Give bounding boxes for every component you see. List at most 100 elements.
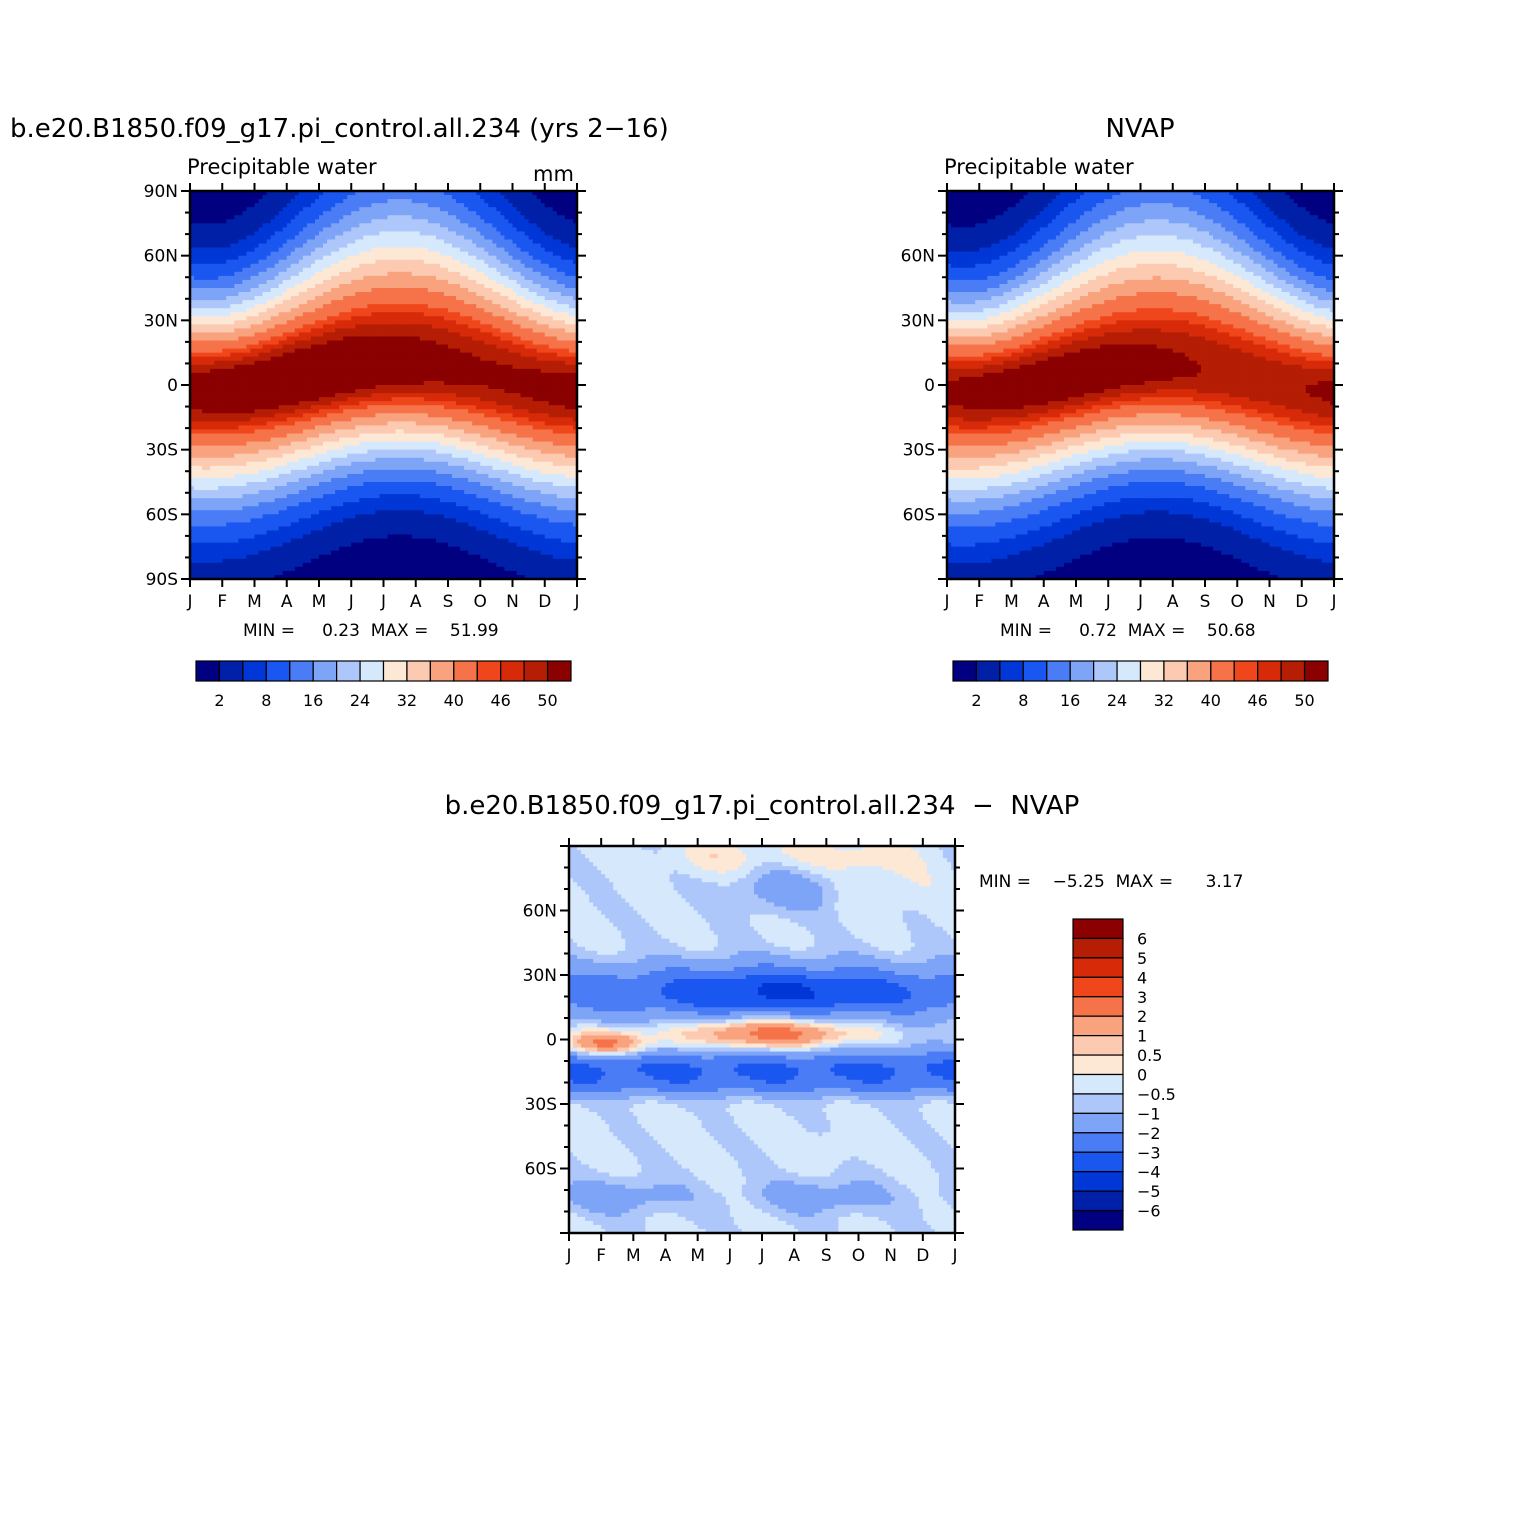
field-cell [541,337,546,342]
field-cell [384,337,389,342]
field-cell [521,300,526,305]
field-cell [363,312,368,317]
field-cell [452,324,457,329]
field-cell [238,300,243,305]
field-cell [424,276,429,281]
field-cell [299,337,304,342]
field-cell [513,365,518,370]
field-cell [456,211,461,216]
field-cell [513,300,518,305]
field-cell [307,296,312,301]
field-cell [404,248,409,253]
field-cell [472,252,477,257]
field-cell [202,219,207,224]
field-cell [246,227,251,232]
field-cell [230,248,235,253]
field-cell [517,332,522,337]
field-cell [299,276,304,281]
field-cell [452,288,457,293]
field-cell [303,284,308,289]
field-cell [452,264,457,269]
field-cell [557,304,562,309]
field-cell [246,199,251,204]
field-cell [295,316,300,321]
field-cell [521,195,526,200]
field-cell [315,361,320,366]
field-cell [565,207,570,212]
field-cell [561,332,566,337]
field-cell [533,341,538,346]
field-cell [541,195,546,200]
field-cell [504,203,509,208]
field-cell [549,219,554,224]
field-cell [202,215,207,220]
field-cell [488,292,493,297]
field-cell [315,296,320,301]
field-cell [529,288,534,293]
field-cell [517,353,522,358]
field-cell [331,256,336,261]
field-cell [238,328,243,333]
field-cell [484,195,489,200]
field-cell [194,195,199,200]
field-cell [263,203,268,208]
field-cell [307,256,312,261]
field-cell [384,312,389,317]
field-cell [299,361,304,366]
field-cell [508,235,513,240]
field-cell [508,199,513,204]
field-cell [537,365,542,370]
field-cell [299,268,304,273]
field-cell [371,288,376,293]
field-cell [549,203,554,208]
field-cell [508,324,513,329]
field-cell [521,256,526,261]
field-cell [246,357,251,362]
field-cell [464,231,469,236]
field-cell [299,369,304,374]
field-cell [343,369,348,374]
field-cell [327,227,332,232]
field-cell [541,328,546,333]
field-cell [504,264,509,269]
field-cell [545,203,550,208]
field-cell [448,256,453,261]
field-cell [436,365,441,370]
field-cell [472,280,477,285]
field-cell [408,312,413,317]
field-cell [521,328,526,333]
field-cell [355,288,360,293]
field-cell [517,361,522,366]
field-cell [537,312,542,317]
field-cell [448,215,453,220]
field-cell [468,215,473,220]
field-cell [363,203,368,208]
field-cell [291,341,296,346]
field-cell [275,248,280,253]
field-cell [246,304,251,309]
field-cell [367,215,372,220]
field-cell [500,231,505,236]
field-cell [202,296,207,301]
field-cell [347,288,352,293]
field-cell [375,357,380,362]
field-cell [500,332,505,337]
field-cell [198,292,203,297]
field-cell [508,361,513,366]
field-cell [287,215,292,220]
field-cell [214,328,219,333]
field-cell [424,215,429,220]
field-cell [375,272,380,277]
field-cell [569,288,574,293]
field-cell [279,231,284,236]
field-cell [299,227,304,232]
field-cell [440,361,445,366]
field-cell [267,195,272,200]
field-cell [537,300,542,305]
field-cell [521,357,526,362]
field-cell [492,223,497,228]
field-cell [307,332,312,337]
field-cell [529,252,534,257]
field-cell [504,231,509,236]
field-cell [412,312,417,317]
